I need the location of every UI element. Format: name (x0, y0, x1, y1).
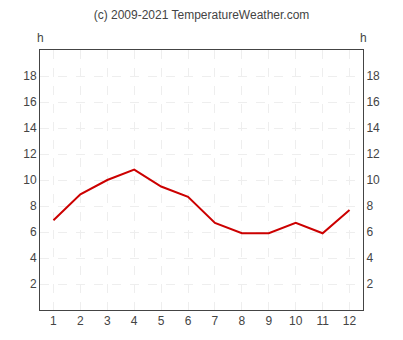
svg-text:6: 6 (30, 225, 37, 239)
svg-text:8: 8 (366, 199, 373, 213)
svg-text:9: 9 (265, 314, 272, 328)
svg-text:7: 7 (212, 314, 219, 328)
svg-text:12: 12 (343, 314, 357, 328)
svg-text:2: 2 (30, 277, 37, 291)
svg-text:8: 8 (239, 314, 246, 328)
svg-text:10: 10 (366, 173, 380, 187)
svg-text:18: 18 (366, 69, 380, 83)
svg-text:5: 5 (158, 314, 165, 328)
svg-text:10: 10 (23, 173, 37, 187)
svg-text:8: 8 (30, 199, 37, 213)
svg-text:h: h (37, 31, 44, 45)
svg-text:h: h (360, 31, 367, 45)
svg-text:11: 11 (316, 314, 329, 328)
svg-text:12: 12 (366, 147, 380, 161)
svg-text:16: 16 (366, 95, 380, 109)
svg-text:16: 16 (23, 95, 37, 109)
svg-text:18: 18 (23, 69, 37, 83)
svg-text:1: 1 (50, 314, 57, 328)
svg-text:14: 14 (366, 121, 380, 135)
svg-text:12: 12 (23, 147, 37, 161)
svg-text:6: 6 (185, 314, 192, 328)
svg-text:6: 6 (366, 225, 373, 239)
svg-text:3: 3 (104, 314, 111, 328)
svg-text:10: 10 (289, 314, 303, 328)
svg-text:4: 4 (30, 251, 37, 265)
svg-text:14: 14 (23, 121, 37, 135)
svg-text:4: 4 (131, 314, 138, 328)
svg-text:2: 2 (366, 277, 373, 291)
svg-text:(c) 2009-2021 TemperatureWeath: (c) 2009-2021 TemperatureWeather.com (94, 8, 310, 22)
svg-text:4: 4 (366, 251, 373, 265)
svg-text:2: 2 (77, 314, 84, 328)
